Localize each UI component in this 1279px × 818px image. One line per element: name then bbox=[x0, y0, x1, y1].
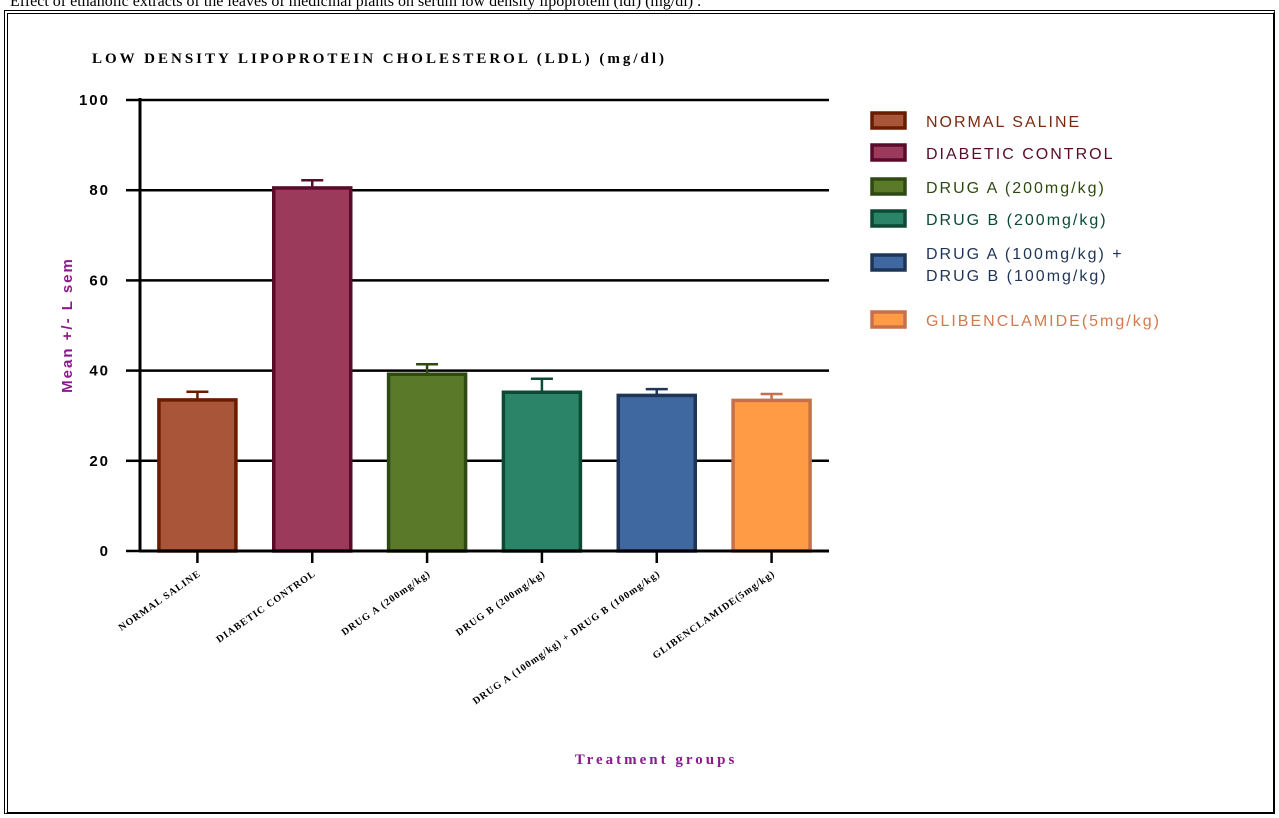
legend-label-5: GLIBENCLAMIDE(5mg/kg) bbox=[926, 313, 1161, 330]
legend-label-1: DIABETIC CONTROL bbox=[926, 146, 1114, 163]
category-label-4: DRUG A (100mg/kg) + DRUG B (100mg/kg) bbox=[471, 568, 662, 707]
y-tick-label-100: 100 bbox=[79, 92, 110, 109]
bar-1 bbox=[272, 186, 353, 553]
bar-5 bbox=[731, 398, 812, 553]
legend-label-2: DRUG A (200mg/kg) bbox=[926, 180, 1106, 197]
bar-4 bbox=[616, 393, 697, 553]
legend-swatch-5 bbox=[870, 310, 907, 329]
legend-label-4-line-0: DRUG A (100mg/kg) + bbox=[926, 246, 1124, 263]
y-tick-label-0: 0 bbox=[100, 543, 110, 560]
legend-swatch-4 bbox=[870, 253, 907, 272]
y-tick-label-20: 20 bbox=[89, 453, 110, 470]
legend-swatch-3 bbox=[870, 209, 907, 228]
gridlines bbox=[140, 98, 829, 463]
bar-2 bbox=[386, 372, 468, 553]
y-tick-label-60: 60 bbox=[89, 272, 110, 289]
legend-swatch-1 bbox=[870, 143, 907, 162]
x-axis-label: Treatment groups bbox=[575, 752, 738, 768]
bar-0 bbox=[157, 398, 238, 553]
y-tick-label-40: 40 bbox=[89, 363, 110, 380]
category-label-5: GLIBENCLAMIDE(5mg/kg) bbox=[651, 568, 777, 661]
category-label-2: DRUG A (200mg/kg) bbox=[340, 568, 433, 638]
category-label-0: NORMAL SALINE bbox=[117, 568, 203, 633]
x-axis-categories: NORMAL SALINE DIABETIC CONTROL DRUG A (200… bbox=[117, 551, 777, 707]
legend: NORMAL SALINE DIABETIC CONTROL DRUG A (20… bbox=[870, 111, 1161, 330]
category-label-3: DRUG B (200mg/kg) bbox=[454, 568, 548, 638]
figure-frame bbox=[4, 10, 1275, 814]
legend-label-0: NORMAL SALINE bbox=[926, 114, 1081, 131]
legend-swatch-2 bbox=[870, 177, 907, 196]
bar-3 bbox=[501, 390, 583, 553]
chart-title: LOW DENSITY LIPOPROTEIN CHOLESTEROL (LDL… bbox=[92, 51, 667, 67]
figure-caption: Effect of ethanolic extracts of the leav… bbox=[10, 0, 702, 10]
category-label-1: DIABETIC CONTROL bbox=[215, 568, 318, 645]
legend-swatch-0 bbox=[870, 111, 907, 130]
legend-label-3: DRUG B (200mg/kg) bbox=[926, 212, 1108, 229]
y-axis-label: Mean +/- L sem bbox=[59, 257, 76, 393]
legend-label-4-line-1: DRUG B (100mg/kg) bbox=[926, 268, 1108, 285]
y-axis-ticks: 0 20 40 60 80 100 bbox=[79, 92, 140, 560]
y-tick-label-80: 80 bbox=[89, 182, 110, 199]
bars bbox=[157, 179, 812, 553]
